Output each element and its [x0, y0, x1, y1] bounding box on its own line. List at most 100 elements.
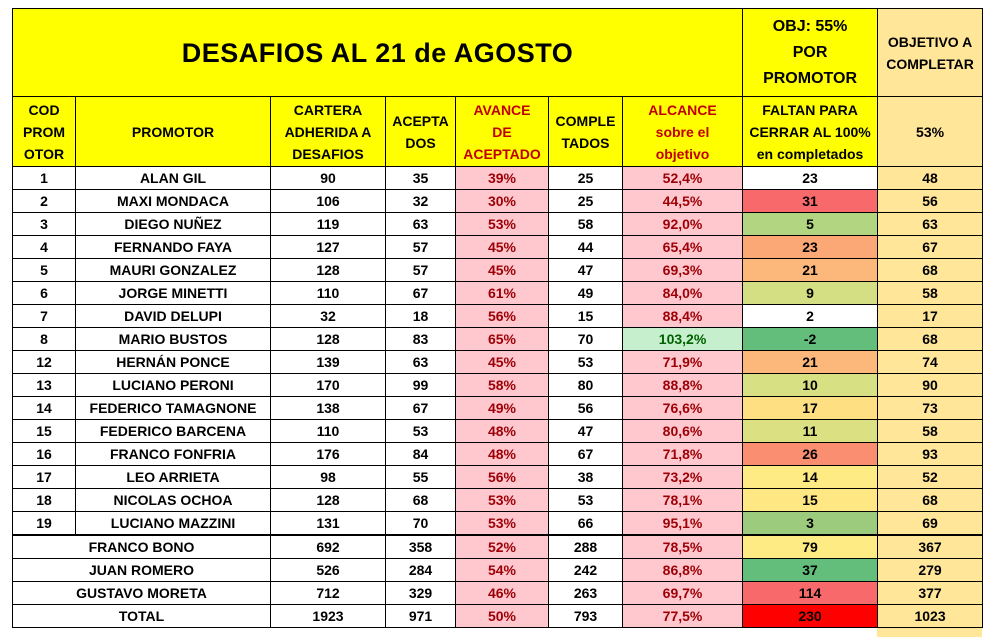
cell: -2	[742, 327, 879, 351]
cell: 131	[270, 511, 386, 536]
cell: 31	[742, 189, 879, 213]
cell: 53	[548, 488, 623, 512]
summary-row: JUAN ROMERO 526 284 54% 242 86,8% 37 279	[12, 558, 984, 582]
data-row: 1 ALAN GIL 90 35 39% 25 52,4% 23 48	[12, 166, 984, 190]
cell: 1923	[270, 604, 386, 628]
summary-row: FRANCO BONO 692 358 52% 288 78,5% 79 367	[12, 534, 984, 559]
column-header: ACEPTA DOS	[385, 96, 456, 167]
cell: 58	[548, 212, 623, 236]
cell: 45%	[455, 350, 549, 374]
cell: 21	[742, 350, 879, 374]
cell: 77,5%	[621, 604, 744, 628]
cell: 39%	[455, 166, 549, 190]
cell: 56%	[455, 465, 549, 489]
data-row: 5 MAURI GONZALEZ 128 57 45% 47 69,3% 21 68	[12, 258, 984, 282]
data-row: 15 FEDERICO BARCENA 110 53 48% 47 80,6% 11 58	[12, 419, 984, 443]
cell: 69	[877, 511, 984, 536]
cell: TOTAL	[12, 604, 271, 628]
cell: 110	[270, 281, 386, 305]
table-body: DESAFIOS AL 21 de AGOSTO OBJ: 55% POR PROM…	[11, 8, 984, 628]
cell: 71,9%	[621, 350, 744, 374]
cell: 79	[742, 534, 879, 559]
cell: 46%	[455, 581, 549, 605]
cell: 63	[877, 212, 984, 236]
line: COMPLE	[555, 112, 616, 129]
cell: 73,2%	[621, 465, 744, 489]
cell: 793	[548, 604, 623, 628]
cell: 17	[742, 396, 879, 420]
line: CARTERA	[293, 101, 363, 118]
cell: 11	[742, 419, 879, 443]
cell: 1	[12, 166, 76, 190]
cell: 106	[270, 189, 386, 213]
cell: 49%	[455, 396, 549, 420]
cell: 14	[742, 465, 879, 489]
cell: FEDERICO TAMAGNONE	[75, 396, 271, 420]
cell: 526	[270, 558, 386, 582]
line: DESAFIOS	[292, 145, 364, 162]
line: COD	[28, 101, 60, 118]
cell: 65,4%	[621, 235, 744, 259]
line: OBJ: 55%	[772, 17, 848, 35]
cell: NICOLAS OCHOA	[75, 488, 271, 512]
cell: 76,6%	[621, 396, 744, 420]
data-row: 19 LUCIANO MAZZINI 131 70 53% 66 95,1% 3 69	[12, 511, 984, 536]
data-row: 17 LEO ARRIETA 98 55 56% 38 73,2% 14 52	[12, 465, 984, 489]
data-row: 18 NICOLAS OCHOA 128 68 53% 53 78,1% 15 68	[12, 488, 984, 512]
cell: 67	[385, 396, 456, 420]
line: sobre el	[655, 123, 710, 140]
header-row: COD PROM OTOR PROMOTOR CARTERA ADHERIDA A DESA…	[12, 96, 984, 167]
line: CERRAR AL 100%	[749, 123, 871, 140]
cell: 90	[877, 373, 984, 397]
data-row: 3 DIEGO NUÑEZ 119 63 53% 58 92,0% 5 63	[12, 212, 984, 236]
column-header: FALTAN PARA CERRAR AL 100% en completados	[742, 96, 879, 167]
cell: LUCIANO MAZZINI	[75, 511, 271, 536]
cell: 114	[742, 581, 879, 605]
cell: 53%	[455, 511, 549, 536]
cell: 57	[385, 235, 456, 259]
cell: 69,3%	[621, 258, 744, 282]
line: ACEPTADO	[463, 145, 541, 162]
cell: 9	[742, 281, 879, 305]
cell: 45%	[455, 235, 549, 259]
cell: LUCIANO PERONI	[75, 373, 271, 397]
cell: ALAN GIL	[75, 166, 271, 190]
cell: 68	[877, 258, 984, 282]
cell: 49	[548, 281, 623, 305]
cell: 712	[270, 581, 386, 605]
cell: 61%	[455, 281, 549, 305]
cell: 17	[877, 304, 984, 328]
cell: 377	[877, 581, 984, 605]
line: FALTAN PARA	[762, 101, 858, 118]
data-row: 12 HERNÁN PONCE 139 63 45% 53 71,9% 21 74	[12, 350, 984, 374]
column-header: COMPLE TADOS	[548, 96, 623, 167]
cell: 68	[385, 488, 456, 512]
cell: 44,5%	[621, 189, 744, 213]
cell: 23	[742, 235, 879, 259]
cell: 70	[385, 511, 456, 536]
cell: 138	[270, 396, 386, 420]
cell: 90	[270, 166, 386, 190]
cell: 26	[742, 442, 879, 466]
cell: 242	[548, 558, 623, 582]
cell: 69,7%	[621, 581, 744, 605]
cell: 32	[270, 304, 386, 328]
data-row: 4 FERNANDO FAYA 127 57 45% 44 65,4% 23 67	[12, 235, 984, 259]
title: DESAFIOS AL 21 de AGOSTO	[11, 8, 744, 97]
cell: FRANCO FONFRIA	[75, 442, 271, 466]
cell: DIEGO NUÑEZ	[75, 212, 271, 236]
cell: 55	[385, 465, 456, 489]
column-header: AVANCE DE ACEPTADO	[455, 96, 549, 167]
cell: 80,6%	[621, 419, 744, 443]
cell: 139	[270, 350, 386, 374]
cell: 25	[548, 189, 623, 213]
cell: 67	[548, 442, 623, 466]
cell: 18	[12, 488, 76, 512]
cell: 103,2%	[621, 327, 744, 351]
cell: 48%	[455, 442, 549, 466]
column-header: PROMOTOR	[75, 96, 271, 167]
cell: 367	[877, 534, 984, 559]
line: objetivo	[655, 145, 710, 162]
cell: 127	[270, 235, 386, 259]
summary-row: GUSTAVO MORETA 712 329 46% 263 69,7% 114 377	[12, 581, 984, 605]
